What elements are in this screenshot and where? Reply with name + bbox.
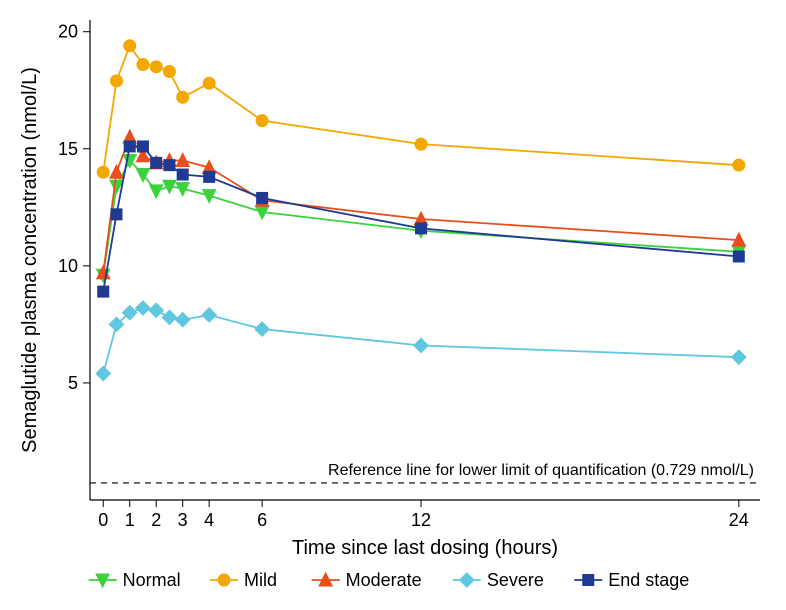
x-tick-label: 2 (151, 510, 161, 530)
legend-item-label: Mild (244, 570, 277, 590)
chart-container: Reference line for lower limit of quanti… (0, 0, 786, 610)
x-tick-label: 1 (125, 510, 135, 530)
y-tick-label: 20 (58, 22, 78, 42)
y-tick-label: 5 (68, 373, 78, 393)
legend-item-label: Severe (487, 570, 544, 590)
x-tick-label: 6 (257, 510, 267, 530)
x-tick-label: 0 (98, 510, 108, 530)
x-tick-label: 3 (178, 510, 188, 530)
x-tick-label: 4 (204, 510, 214, 530)
x-tick-label: 24 (729, 510, 749, 530)
legend-item-label: End stage (608, 570, 689, 590)
y-axis-label: Semaglutide plasma concentration (nmol/L… (19, 67, 41, 453)
y-tick-label: 15 (58, 139, 78, 159)
reference-line-label: Reference line for lower limit of quanti… (328, 462, 754, 479)
x-tick-label: 12 (411, 510, 431, 530)
legend-item-label: Moderate (346, 570, 422, 590)
y-tick-label: 10 (58, 256, 78, 276)
legend-item-label: Normal (123, 570, 181, 590)
x-axis-label: Time since last dosing (hours) (292, 537, 558, 559)
pk-chart: Reference line for lower limit of quanti… (0, 0, 786, 610)
